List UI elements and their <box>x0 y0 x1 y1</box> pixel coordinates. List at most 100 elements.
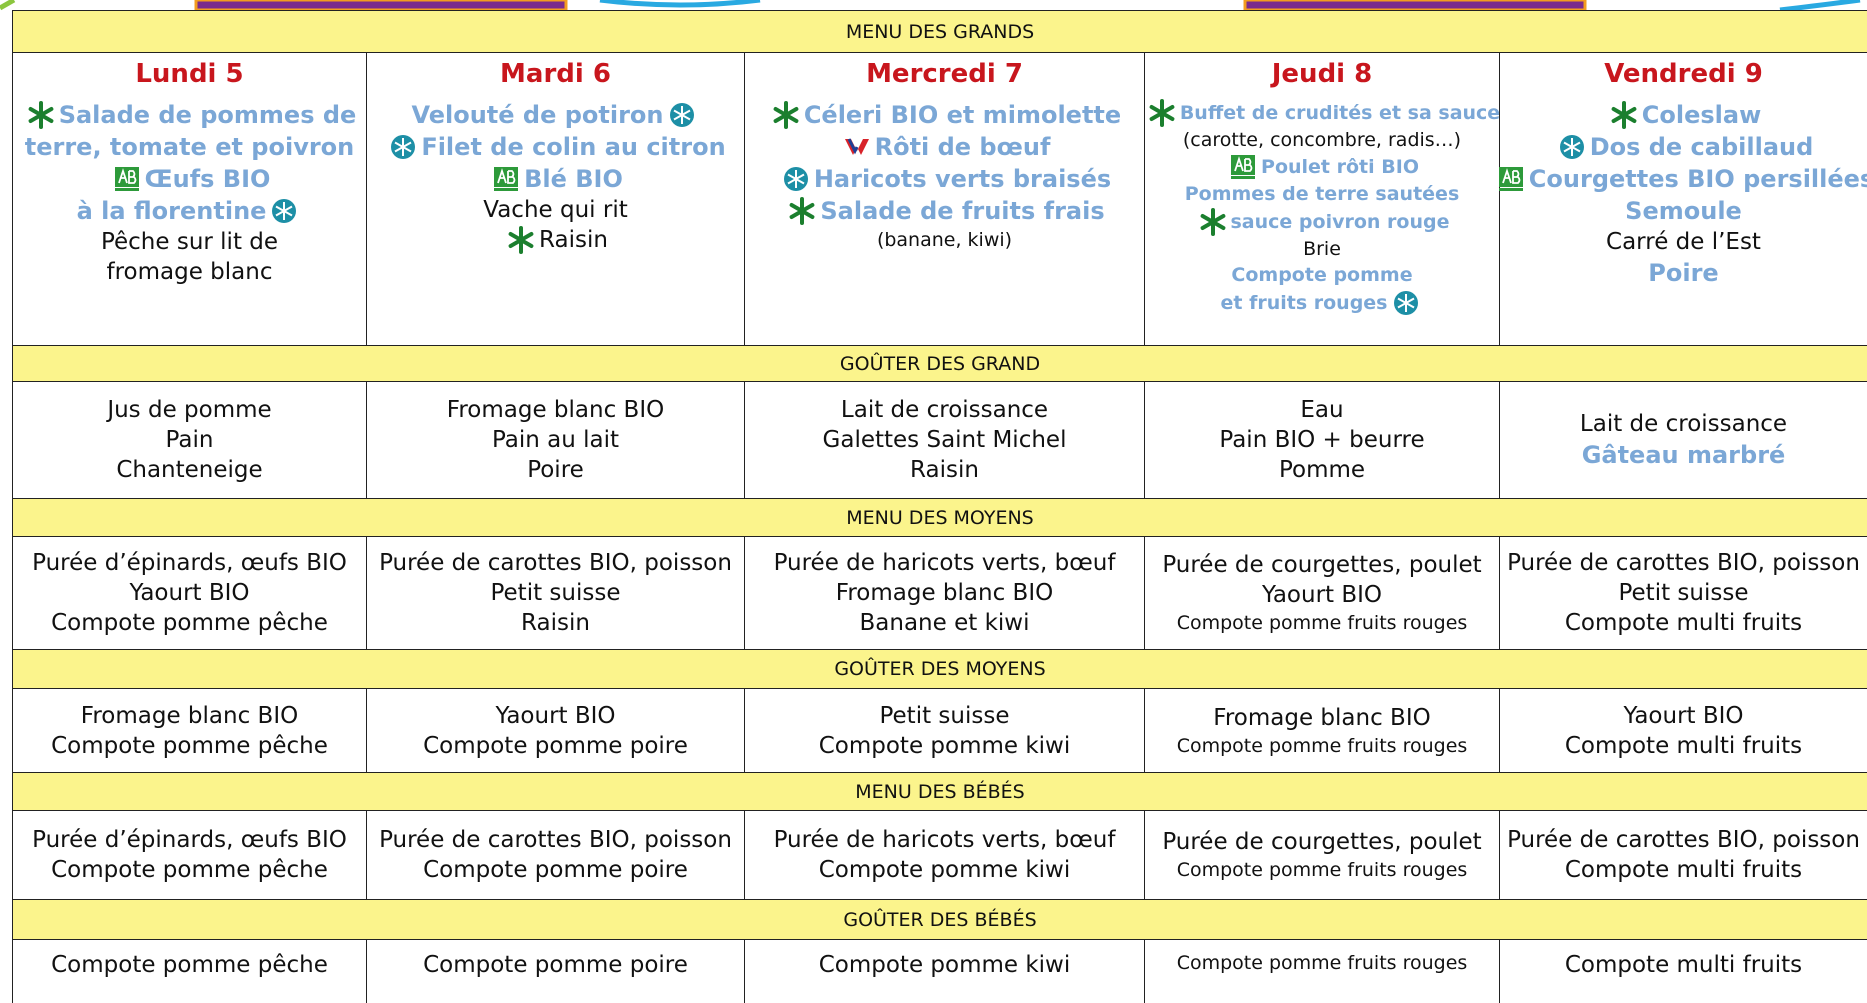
frozen-icon <box>669 103 694 127</box>
day-name: Vendredi 9 <box>1604 59 1763 89</box>
menu-cell: Compote pomme pêche <box>12 939 366 1003</box>
section-title: MENU DES BÉBÉS <box>12 772 1867 810</box>
menu-item: Poire <box>527 455 584 485</box>
section-title: MENU DES MOYENS <box>12 498 1867 536</box>
menu-item: Lait de croissance <box>841 395 1048 425</box>
seasonal-icon <box>1149 99 1175 127</box>
menu-item: Purée de haricots verts, bœuf <box>774 548 1116 578</box>
menu-item: Purée de carottes BIO, poisson <box>379 825 732 855</box>
item-text: Gâteau marbré <box>1581 441 1786 469</box>
menu-item: Compote pomme pêche <box>51 731 328 761</box>
item-text: sauce poivron rouge <box>1230 210 1450 233</box>
menu-item: terre, tomate et poivron <box>25 131 355 163</box>
menu-cell: Compote pomme poire <box>366 939 744 1003</box>
item-text: Fromage blanc BIO <box>1213 704 1431 731</box>
menu-cell: Fromage blanc BIO Pain au lait Poire <box>366 381 744 498</box>
menu-item: Pain BIO + beurre <box>1219 425 1424 455</box>
section-title-text: MENU DES GRANDS <box>845 20 1035 43</box>
day-cell: Vendredi 9 Coleslaw Dos de cabillaud Courge… <box>1498 52 1867 345</box>
item-text: Compote pomme pêche <box>51 732 328 759</box>
menu-item: Petit suisse <box>490 578 620 608</box>
menu-item: à la florentine <box>77 195 303 227</box>
item-text: Fromage blanc BIO <box>80 702 299 729</box>
menu-item: Poulet rôti BIO <box>1225 153 1419 181</box>
menu-item: Céleri BIO et mimolette <box>768 99 1121 131</box>
menu-item: Vache qui rit <box>483 195 627 225</box>
day-name: Mardi 6 <box>500 59 611 89</box>
item-text: Compote pomme fruits rouges <box>1176 859 1468 881</box>
item-text: Filet de colin au citron <box>421 133 726 161</box>
menu-item: Pain <box>166 425 214 455</box>
menu-cell: Jus de pomme Pain Chanteneige <box>12 381 366 498</box>
item-text: Compote pomme <box>1231 264 1413 286</box>
organic-logo <box>1498 167 1523 191</box>
item-text: Compote pomme fruits rouges <box>1176 734 1468 757</box>
menu-cell: Fromage blanc BIO Compote pomme fruits ro… <box>1144 688 1499 772</box>
item-text: Chanteneige <box>116 457 263 483</box>
menu-item: Yaourt BIO <box>1623 701 1743 731</box>
section-title-text: GOÛTER DES BÉBÉS <box>843 908 1037 931</box>
item-text: Compote pomme kiwi <box>818 857 1071 883</box>
item-text: Jus de pomme <box>107 397 272 423</box>
item-text: Velouté de potiron <box>411 101 664 129</box>
item-text: Pomme <box>1278 457 1366 483</box>
section-title-text: MENU DES BÉBÉS <box>855 780 1025 803</box>
seasonal-icon <box>1611 101 1637 129</box>
item-text: Lait de croissance <box>1579 411 1788 437</box>
menu-cell: Purée de carottes BIO, poisson Compote mu… <box>1499 810 1867 899</box>
menu-cell: Petit suisse Compote pomme kiwi <box>744 688 1144 772</box>
item-text: Raisin <box>910 457 979 483</box>
menu-item: Purée de haricots verts, bœuf <box>774 825 1116 855</box>
item-text: Rôti de bœuf <box>874 133 1051 161</box>
menu-cell: Purée de courgettes, poulet Compote pomme… <box>1144 810 1499 899</box>
menu-cell: Compote multi fruits <box>1499 939 1867 1003</box>
menu-item: Salade de fruits frais <box>784 195 1105 227</box>
menu-item: Compote pomme pêche <box>51 855 328 885</box>
item-text: Yaourt BIO <box>129 580 250 606</box>
menu-item: Compote pomme kiwi <box>819 950 1071 980</box>
seasonal-icon <box>789 197 815 225</box>
menu-cell: Eau Pain BIO + beurre Pomme <box>1144 381 1499 498</box>
menu-item: Compote pomme kiwi <box>819 731 1071 761</box>
menu-item: Raisin <box>910 455 979 485</box>
menu-cell: Lait de croissance Galettes Saint Michel R… <box>744 381 1144 498</box>
menu-cell: Purée de carottes BIO, poisson Petit suis… <box>1499 536 1867 649</box>
item-text: Compote multi fruits <box>1564 857 1803 883</box>
menu-item: Petit suisse <box>1618 578 1748 608</box>
menu-cell: Purée de haricots verts, bœuf Fromage bla… <box>744 536 1144 649</box>
menu-cell: Purée d’épinards, œufs BIO Compote pomme … <box>12 810 366 899</box>
menu-item: Raisin <box>521 608 590 638</box>
menu-item: Semoule <box>1625 195 1742 227</box>
item-text: Salade de pommes de <box>58 101 357 129</box>
menu-item: Compote pomme <box>1231 262 1412 289</box>
day-cell: Mercredi 7 Céleri BIO et mimolette Rôti de… <box>744 52 1144 345</box>
item-text: Banane et kiwi <box>859 610 1030 636</box>
item-text: Purée de haricots verts, bœuf <box>773 550 1116 576</box>
section-title: GOÛTER DES GRAND <box>12 345 1867 381</box>
menu-item: Jus de pomme <box>107 395 271 425</box>
item-text: Yaourt BIO <box>1261 582 1383 608</box>
organic-logo <box>1231 155 1256 179</box>
menu-cell: Purée de haricots verts, bœuf Compote pom… <box>744 810 1144 899</box>
section-title-text: MENU DES MOYENS <box>846 506 1034 529</box>
origin-logo <box>844 138 869 155</box>
day-cell: Lundi 5 Salade de pommes de terre, tomate … <box>12 52 366 345</box>
day-cell: Mardi 6 Velouté de potiron Filet de colin … <box>366 52 744 345</box>
day-name: Jeudi 8 <box>1271 59 1373 89</box>
item-text: Fromage blanc BIO <box>835 580 1054 606</box>
item-text: Fromage blanc BIO <box>446 397 665 423</box>
menu-item: Yaourt BIO <box>495 701 615 731</box>
menu-item: Rôti de bœuf <box>839 131 1051 163</box>
menu-item: Compote pomme fruits rouges <box>1177 857 1468 883</box>
menu-item: Fromage blanc BIO <box>1213 703 1430 733</box>
item-text: Œufs BIO <box>144 165 271 193</box>
item-text: Compote pomme pêche <box>51 610 328 636</box>
menu-item: Chanteneige <box>116 455 262 485</box>
frozen-icon <box>1393 291 1418 315</box>
item-text: Poulet rôti BIO <box>1261 155 1419 178</box>
item-text: Vache qui rit <box>483 197 628 223</box>
section-title-text: GOÛTER DES MOYENS <box>834 658 1046 680</box>
item-text: Purée de carottes BIO, poisson <box>379 827 732 853</box>
menu-cell: Purée de carottes BIO, poisson Compote po… <box>366 810 744 899</box>
item-text: Petit suisse <box>1618 580 1749 606</box>
